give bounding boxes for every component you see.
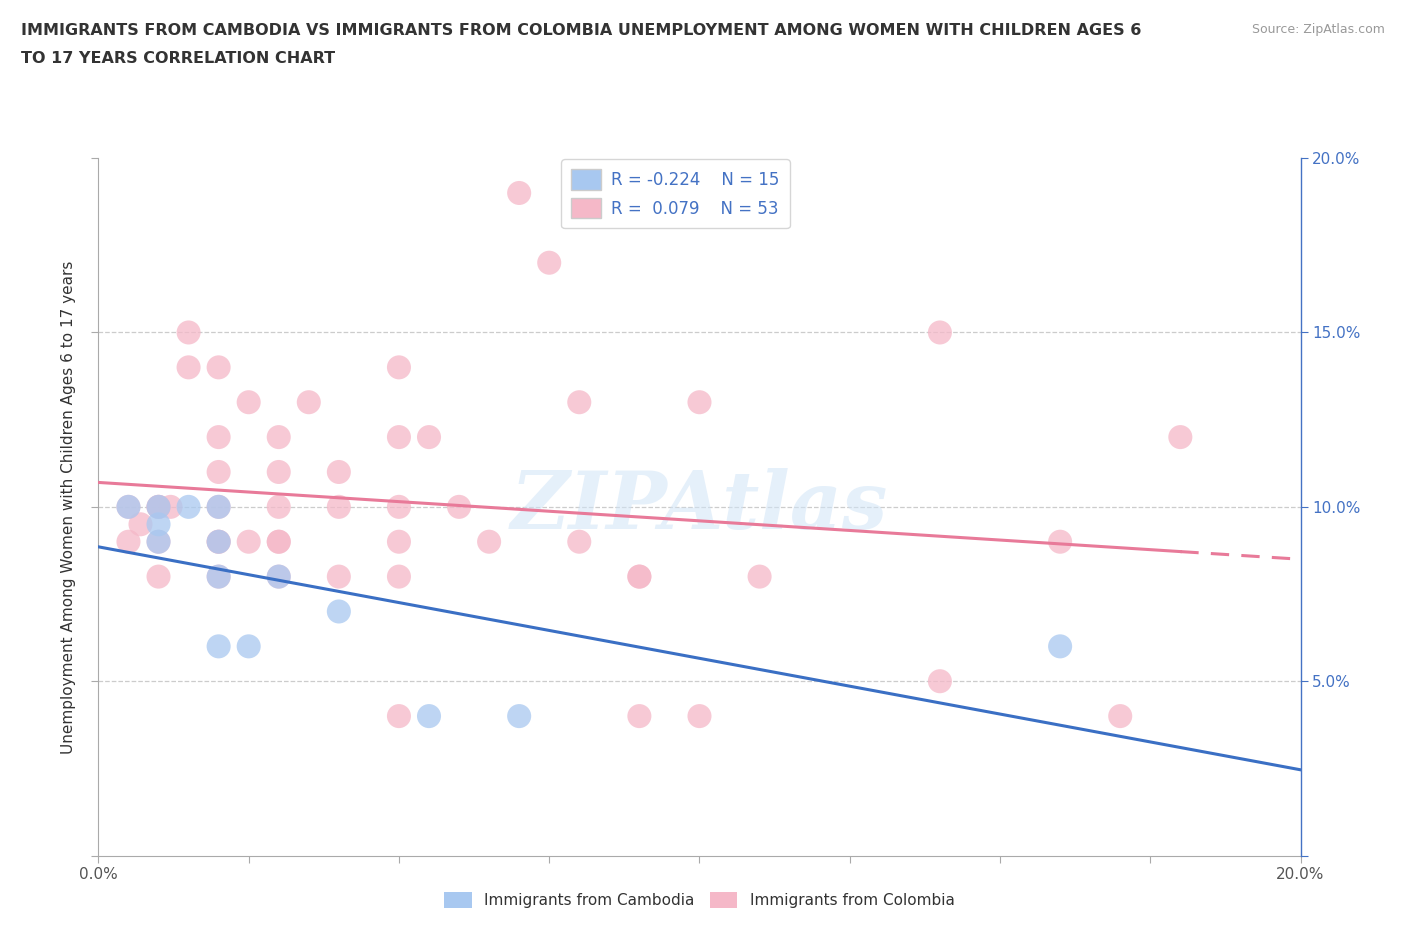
Point <box>117 499 139 514</box>
Point <box>328 569 350 584</box>
Point <box>628 569 651 584</box>
Point <box>388 534 411 549</box>
Point <box>748 569 770 584</box>
Point <box>1049 534 1071 549</box>
Point <box>177 499 200 514</box>
Point <box>148 499 170 514</box>
Point <box>208 534 231 549</box>
Point <box>148 499 170 514</box>
Point <box>689 394 711 409</box>
Point <box>208 639 231 654</box>
Point <box>929 673 952 688</box>
Point <box>689 709 711 724</box>
Point <box>267 534 290 549</box>
Point <box>208 569 231 584</box>
Point <box>1170 430 1192 445</box>
Point <box>628 569 651 584</box>
Point <box>328 465 350 480</box>
Point <box>388 569 411 584</box>
Point <box>508 709 530 724</box>
Point <box>117 499 139 514</box>
Point <box>267 499 290 514</box>
Point <box>208 534 231 549</box>
Point <box>267 430 290 445</box>
Point <box>117 534 139 549</box>
Point <box>388 499 411 514</box>
Point <box>208 534 231 549</box>
Point <box>129 517 152 532</box>
Point <box>238 534 260 549</box>
Point <box>208 430 231 445</box>
Point <box>418 709 440 724</box>
Point <box>388 360 411 375</box>
Point <box>328 499 350 514</box>
Text: ZIPAtlas: ZIPAtlas <box>510 468 889 546</box>
Point <box>568 394 591 409</box>
Y-axis label: Unemployment Among Women with Children Ages 6 to 17 years: Unemployment Among Women with Children A… <box>60 260 76 753</box>
Point <box>418 430 440 445</box>
Point <box>238 394 260 409</box>
Point <box>267 465 290 480</box>
Point <box>208 360 231 375</box>
Point <box>1109 709 1132 724</box>
Point <box>1049 639 1071 654</box>
Point <box>267 569 290 584</box>
Point <box>267 534 290 549</box>
Point <box>208 569 231 584</box>
Point <box>508 186 530 201</box>
Point <box>148 569 170 584</box>
Point <box>148 534 170 549</box>
Point <box>177 360 200 375</box>
Legend: Immigrants from Cambodia, Immigrants from Colombia: Immigrants from Cambodia, Immigrants fro… <box>439 886 960 914</box>
Point <box>628 709 651 724</box>
Point <box>388 430 411 445</box>
Point <box>478 534 501 549</box>
Point <box>267 569 290 584</box>
Point <box>238 639 260 654</box>
Text: TO 17 YEARS CORRELATION CHART: TO 17 YEARS CORRELATION CHART <box>21 51 335 66</box>
Point <box>148 534 170 549</box>
Point <box>298 394 321 409</box>
Point <box>929 326 952 340</box>
Point <box>447 499 470 514</box>
Point <box>388 709 411 724</box>
Point <box>208 465 231 480</box>
Point <box>148 499 170 514</box>
Text: Source: ZipAtlas.com: Source: ZipAtlas.com <box>1251 23 1385 36</box>
Point <box>208 499 231 514</box>
Point <box>208 499 231 514</box>
Point <box>328 604 350 619</box>
Text: IMMIGRANTS FROM CAMBODIA VS IMMIGRANTS FROM COLOMBIA UNEMPLOYMENT AMONG WOMEN WI: IMMIGRANTS FROM CAMBODIA VS IMMIGRANTS F… <box>21 23 1142 38</box>
Point <box>177 326 200 340</box>
Point <box>148 517 170 532</box>
Point <box>159 499 181 514</box>
Point <box>568 534 591 549</box>
Point <box>538 256 561 271</box>
